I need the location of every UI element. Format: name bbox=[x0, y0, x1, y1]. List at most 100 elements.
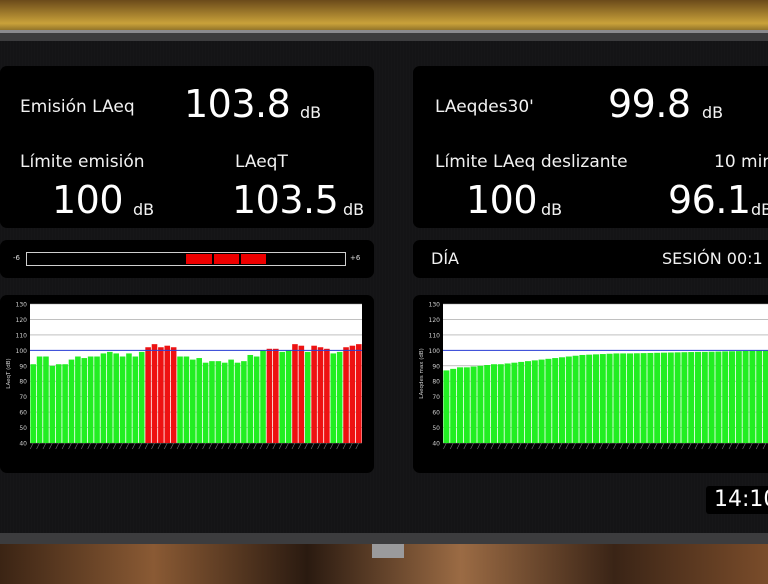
x-tick bbox=[208, 442, 213, 450]
bar bbox=[158, 347, 164, 443]
x-tick bbox=[278, 442, 283, 450]
laeqdes-chart: 40 50 60 70 80 90 100 110 120 130 LAeqdes max (dB) bbox=[419, 302, 768, 450]
limite-emision-label: Límite emisión bbox=[20, 152, 145, 172]
bar bbox=[457, 367, 463, 443]
emision-value: 103.8 bbox=[184, 82, 291, 126]
x-tick bbox=[613, 442, 617, 450]
x-tick bbox=[125, 442, 130, 450]
x-tick bbox=[755, 442, 760, 450]
window-unit: dB bbox=[751, 200, 768, 219]
bar bbox=[463, 367, 470, 443]
bar bbox=[586, 354, 593, 443]
bar bbox=[572, 355, 579, 443]
bar bbox=[196, 358, 202, 443]
bar bbox=[729, 351, 735, 443]
bar bbox=[49, 365, 56, 443]
x-tick bbox=[667, 442, 672, 450]
x-tick bbox=[463, 442, 468, 450]
x-tick bbox=[490, 442, 495, 450]
bar bbox=[620, 353, 627, 443]
y-tick-label: 130 bbox=[16, 302, 28, 309]
bar bbox=[504, 363, 511, 443]
bar bbox=[491, 364, 497, 443]
y-tick-label: 100 bbox=[429, 348, 441, 355]
x-tick bbox=[701, 442, 706, 450]
bar bbox=[241, 361, 247, 443]
bar bbox=[627, 353, 633, 443]
bar bbox=[593, 354, 599, 443]
x-tick bbox=[708, 442, 712, 450]
bar bbox=[170, 347, 177, 443]
x-tick bbox=[687, 442, 692, 450]
bar bbox=[538, 359, 545, 443]
x-tick bbox=[215, 442, 219, 450]
y-tick-label: 50 bbox=[19, 425, 27, 432]
laeqdes-chart-panel: 40 50 60 70 80 90 100 110 120 130 LAeqdes max (dB) bbox=[413, 295, 768, 473]
y-tick-label: 100 bbox=[16, 348, 28, 355]
bar bbox=[81, 358, 88, 443]
x-tick bbox=[735, 442, 740, 450]
meter-min-label: -6 bbox=[13, 254, 20, 262]
y-tick-label: 90 bbox=[19, 363, 27, 370]
y-tick-label: 60 bbox=[432, 410, 440, 417]
x-tick bbox=[517, 442, 522, 450]
bar bbox=[132, 356, 139, 443]
x-tick bbox=[323, 442, 328, 450]
bar bbox=[450, 368, 457, 443]
bar bbox=[497, 364, 504, 443]
bar bbox=[304, 351, 311, 443]
x-tick bbox=[266, 442, 270, 450]
bar bbox=[324, 348, 330, 443]
bar bbox=[75, 356, 81, 443]
x-tick bbox=[253, 442, 257, 450]
status-panel: DÍA SESIÓN 00:1 bbox=[413, 240, 768, 278]
limite-deslizante-value: 100 bbox=[466, 178, 538, 222]
x-tick bbox=[183, 442, 187, 450]
laeqt-chart-panel: 40 50 60 70 80 90 100 110 120 130 LAeqT (dB) bbox=[0, 295, 374, 473]
bar bbox=[138, 351, 145, 443]
bar bbox=[356, 344, 362, 443]
bar bbox=[145, 347, 151, 443]
limite-emision-unit: dB bbox=[133, 200, 155, 219]
x-tick bbox=[565, 442, 570, 450]
bar bbox=[292, 344, 298, 443]
bar bbox=[87, 356, 94, 443]
x-tick bbox=[202, 442, 206, 450]
x-tick bbox=[42, 442, 47, 450]
y-tick-label: 40 bbox=[19, 441, 27, 448]
bar bbox=[260, 350, 266, 443]
bar bbox=[470, 366, 477, 443]
bar bbox=[552, 358, 559, 443]
bar bbox=[253, 356, 260, 443]
emision-label: Emisión LAeq bbox=[20, 97, 135, 117]
bar bbox=[126, 353, 132, 443]
bar bbox=[119, 356, 126, 443]
y-tick-label: 50 bbox=[432, 425, 440, 432]
x-tick bbox=[272, 442, 277, 450]
y-axis-label: LAeqT (dB) bbox=[6, 358, 12, 388]
bar bbox=[681, 352, 688, 443]
session-label: SESIÓN 00:1 bbox=[662, 249, 763, 268]
bar bbox=[273, 348, 279, 443]
bar bbox=[164, 345, 171, 443]
y-tick-label: 70 bbox=[19, 394, 27, 401]
bar bbox=[756, 350, 763, 443]
x-tick bbox=[151, 442, 155, 450]
bar bbox=[266, 348, 273, 443]
x-tick bbox=[599, 442, 604, 450]
bar bbox=[247, 354, 254, 443]
y-tick-label: 90 bbox=[432, 363, 440, 370]
bar bbox=[708, 351, 715, 443]
x-tick bbox=[470, 442, 474, 450]
x-tick bbox=[29, 442, 34, 450]
x-tick bbox=[234, 442, 238, 450]
bar bbox=[477, 365, 484, 443]
laeqt-chart: 40 50 60 70 80 90 100 110 120 130 LAeqT (dB) bbox=[6, 302, 362, 450]
bar bbox=[100, 353, 107, 443]
x-tick bbox=[721, 442, 726, 450]
bar bbox=[579, 354, 586, 443]
bar bbox=[62, 364, 68, 443]
bar bbox=[763, 350, 768, 443]
x-tick bbox=[456, 442, 461, 450]
limite-emision-value: 100 bbox=[52, 178, 124, 222]
